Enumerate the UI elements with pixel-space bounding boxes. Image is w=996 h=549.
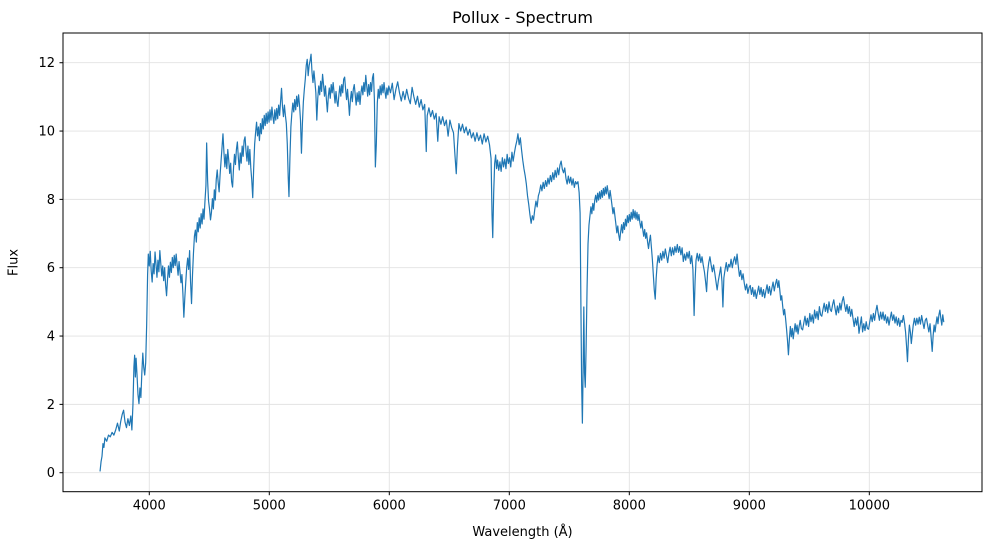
x-tick-label-5000: 5000 (253, 499, 286, 514)
y-tick-label-12: 12 (38, 56, 55, 71)
y-tick-label-4: 4 (47, 330, 55, 345)
chart-title: Pollux - Spectrum (452, 8, 593, 27)
spectrum-line (99, 53, 945, 472)
y-tick-label-6: 6 (47, 261, 55, 276)
plot-border (62, 32, 983, 493)
x-tick-label-4000: 4000 (133, 499, 166, 514)
x-tick-label-8000: 8000 (613, 499, 646, 514)
axes-background (63, 33, 982, 492)
y-tick-label-10: 10 (38, 125, 55, 140)
x-axis-label: Wavelength (Å) (472, 525, 573, 540)
y-tick-label-8: 8 (47, 193, 55, 208)
y-tick-label-0: 0 (47, 466, 55, 481)
y-tick-label-2: 2 (47, 398, 55, 413)
x-tick-label-10000: 10000 (849, 499, 890, 514)
x-tick-label-7000: 7000 (493, 499, 526, 514)
x-tick-label-6000: 6000 (373, 499, 406, 514)
y-axis-label: Flux (6, 248, 22, 277)
x-tick-label-9000: 9000 (733, 499, 766, 514)
